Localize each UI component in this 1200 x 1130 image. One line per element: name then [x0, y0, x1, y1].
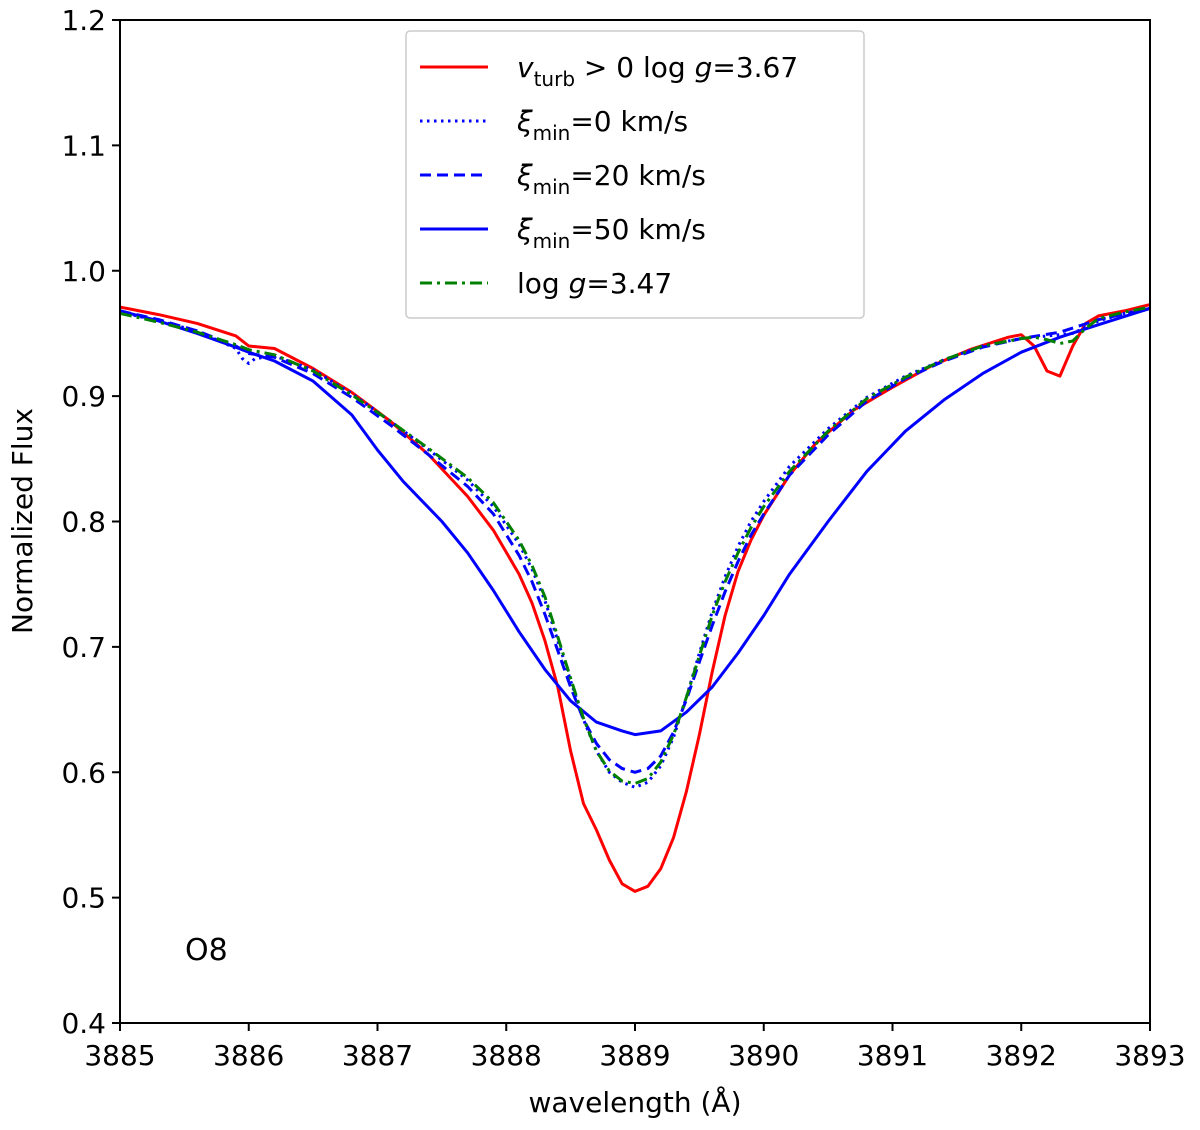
legend-label-3: ξmin=20 km/s: [516, 159, 706, 199]
x-axis-ticks: 3885 3886 3887 3888 3889 3890 3891 3892 3893: [84, 1023, 1186, 1072]
x-tick-label: 3885: [84, 1039, 155, 1072]
series-line-4: [119, 306, 1151, 737]
y-tick-label: 1.2: [61, 4, 106, 37]
y-tick-label: 0.6: [61, 756, 106, 789]
legend-box: [405, 30, 865, 319]
x-tick-label: 3886: [213, 1039, 284, 1072]
x-tick-label: 3890: [728, 1039, 799, 1072]
x-tick-label: 3893: [1114, 1039, 1185, 1072]
panel-annotation: O8: [185, 933, 228, 968]
y-tick-label: 0.7: [61, 631, 106, 664]
y-tick-label: 0.8: [61, 506, 106, 539]
legend-label-1: vturb > 0 log g=3.67: [517, 51, 798, 91]
legend-entries: vturb > 0 log g=3.67 ξmin=0 km/s ξmin=20 k…: [420, 51, 798, 300]
y-tick-label: 0.4: [61, 1007, 106, 1040]
y-tick-label: 0.9: [61, 380, 106, 413]
y-axis-title: Normalized Flux: [6, 408, 39, 634]
x-tick-label: 3887: [342, 1039, 413, 1072]
x-axis-title: wavelength (Å): [528, 1085, 741, 1119]
y-tick-label: 1.1: [61, 129, 106, 162]
x-tick-label: 3888: [471, 1039, 542, 1072]
series-line-5: [119, 305, 1151, 785]
legend-label-4: ξmin=50 km/s: [516, 213, 706, 253]
y-tick-label: 1.0: [61, 255, 106, 288]
legend: vturb > 0 log g=3.67 ξmin=0 km/s ξmin=20 k…: [405, 30, 865, 319]
y-axis-ticks: 0.4 0.5 0.6 0.7 0.8 0.9 1.0 1.1 1.2: [61, 4, 120, 1040]
legend-label-5: log g=3.47: [517, 267, 672, 300]
x-tick-label: 3892: [986, 1039, 1057, 1072]
legend-label-2: ξmin=0 km/s: [516, 105, 688, 145]
y-tick-label: 0.5: [61, 882, 106, 915]
series-layer: [119, 303, 1151, 893]
series-line-1: [119, 303, 1151, 893]
x-tick-label: 3891: [857, 1039, 928, 1072]
series-line-2: [119, 306, 1151, 789]
x-tick-label: 3889: [599, 1039, 670, 1072]
series-line-3: [119, 306, 1151, 774]
